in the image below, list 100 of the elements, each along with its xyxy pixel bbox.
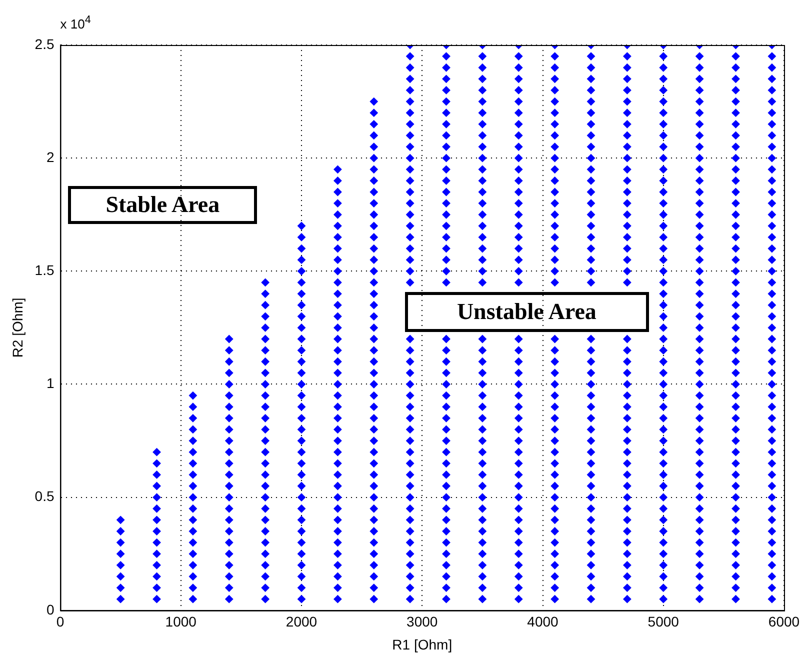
point — [152, 550, 161, 558]
point — [406, 52, 414, 61]
point — [695, 74, 704, 84]
point — [732, 233, 740, 242]
point — [586, 188, 596, 196]
point — [586, 120, 596, 128]
point — [370, 459, 378, 468]
point — [622, 74, 632, 84]
point — [659, 142, 668, 151]
point — [442, 210, 450, 219]
point — [370, 584, 378, 592]
point — [406, 470, 414, 479]
point — [768, 256, 776, 264]
point — [406, 188, 414, 196]
point — [261, 414, 270, 422]
point — [333, 584, 342, 592]
point — [370, 233, 378, 242]
point — [695, 52, 704, 61]
point — [659, 165, 668, 174]
point — [732, 425, 740, 434]
point — [695, 572, 704, 581]
point — [442, 108, 450, 118]
point — [188, 572, 198, 581]
point — [550, 334, 560, 344]
point — [406, 357, 414, 366]
point — [732, 312, 740, 321]
point — [550, 459, 560, 468]
point — [514, 436, 523, 445]
point — [442, 402, 450, 412]
point — [695, 222, 704, 230]
point — [622, 572, 632, 581]
point — [261, 459, 270, 468]
point — [732, 290, 740, 298]
point — [478, 560, 487, 570]
point — [333, 448, 342, 456]
x-tick-label: 1000 — [165, 614, 197, 630]
point — [442, 538, 450, 547]
point — [478, 346, 487, 355]
point — [152, 504, 161, 513]
point — [442, 233, 450, 242]
point — [659, 131, 668, 140]
point — [370, 346, 378, 355]
point — [586, 210, 596, 219]
point — [370, 391, 378, 400]
point — [116, 584, 125, 592]
point — [442, 188, 450, 196]
point — [695, 142, 704, 151]
point — [116, 538, 125, 547]
point — [659, 324, 668, 332]
point — [586, 346, 596, 355]
point — [732, 414, 740, 422]
point — [406, 550, 414, 558]
point — [478, 538, 487, 547]
point — [586, 199, 596, 208]
point — [732, 244, 740, 253]
point — [586, 131, 596, 140]
point — [514, 380, 523, 388]
point — [152, 516, 161, 524]
point — [695, 199, 704, 208]
point — [768, 334, 776, 344]
point — [768, 312, 776, 321]
point — [732, 131, 740, 140]
point — [442, 504, 450, 513]
point — [261, 448, 270, 456]
point — [261, 482, 270, 490]
point — [406, 459, 414, 468]
point — [406, 482, 414, 490]
annotation: Unstable Area — [404, 292, 649, 332]
point — [586, 142, 596, 151]
point — [514, 63, 523, 72]
point — [406, 278, 414, 287]
point — [659, 300, 668, 310]
point — [442, 584, 450, 592]
point — [659, 402, 668, 412]
point — [586, 470, 596, 479]
point — [333, 357, 342, 366]
point — [152, 470, 161, 479]
point — [333, 550, 342, 558]
point — [224, 436, 234, 445]
point — [442, 560, 450, 570]
point — [732, 176, 740, 185]
point — [478, 199, 487, 208]
point — [478, 244, 487, 253]
point — [659, 222, 668, 230]
point — [586, 233, 596, 242]
point — [768, 391, 776, 400]
point — [550, 425, 560, 434]
point — [622, 154, 632, 162]
point — [695, 538, 704, 547]
point — [768, 527, 776, 536]
point — [622, 402, 632, 412]
y-tick-label: 2 — [46, 148, 54, 165]
point — [732, 97, 740, 106]
point — [297, 324, 306, 332]
point — [478, 222, 487, 230]
point — [442, 176, 450, 185]
point — [550, 504, 560, 513]
point — [514, 550, 523, 558]
y-axis-title: R2 [Ohm] — [9, 298, 26, 358]
point — [333, 334, 342, 344]
